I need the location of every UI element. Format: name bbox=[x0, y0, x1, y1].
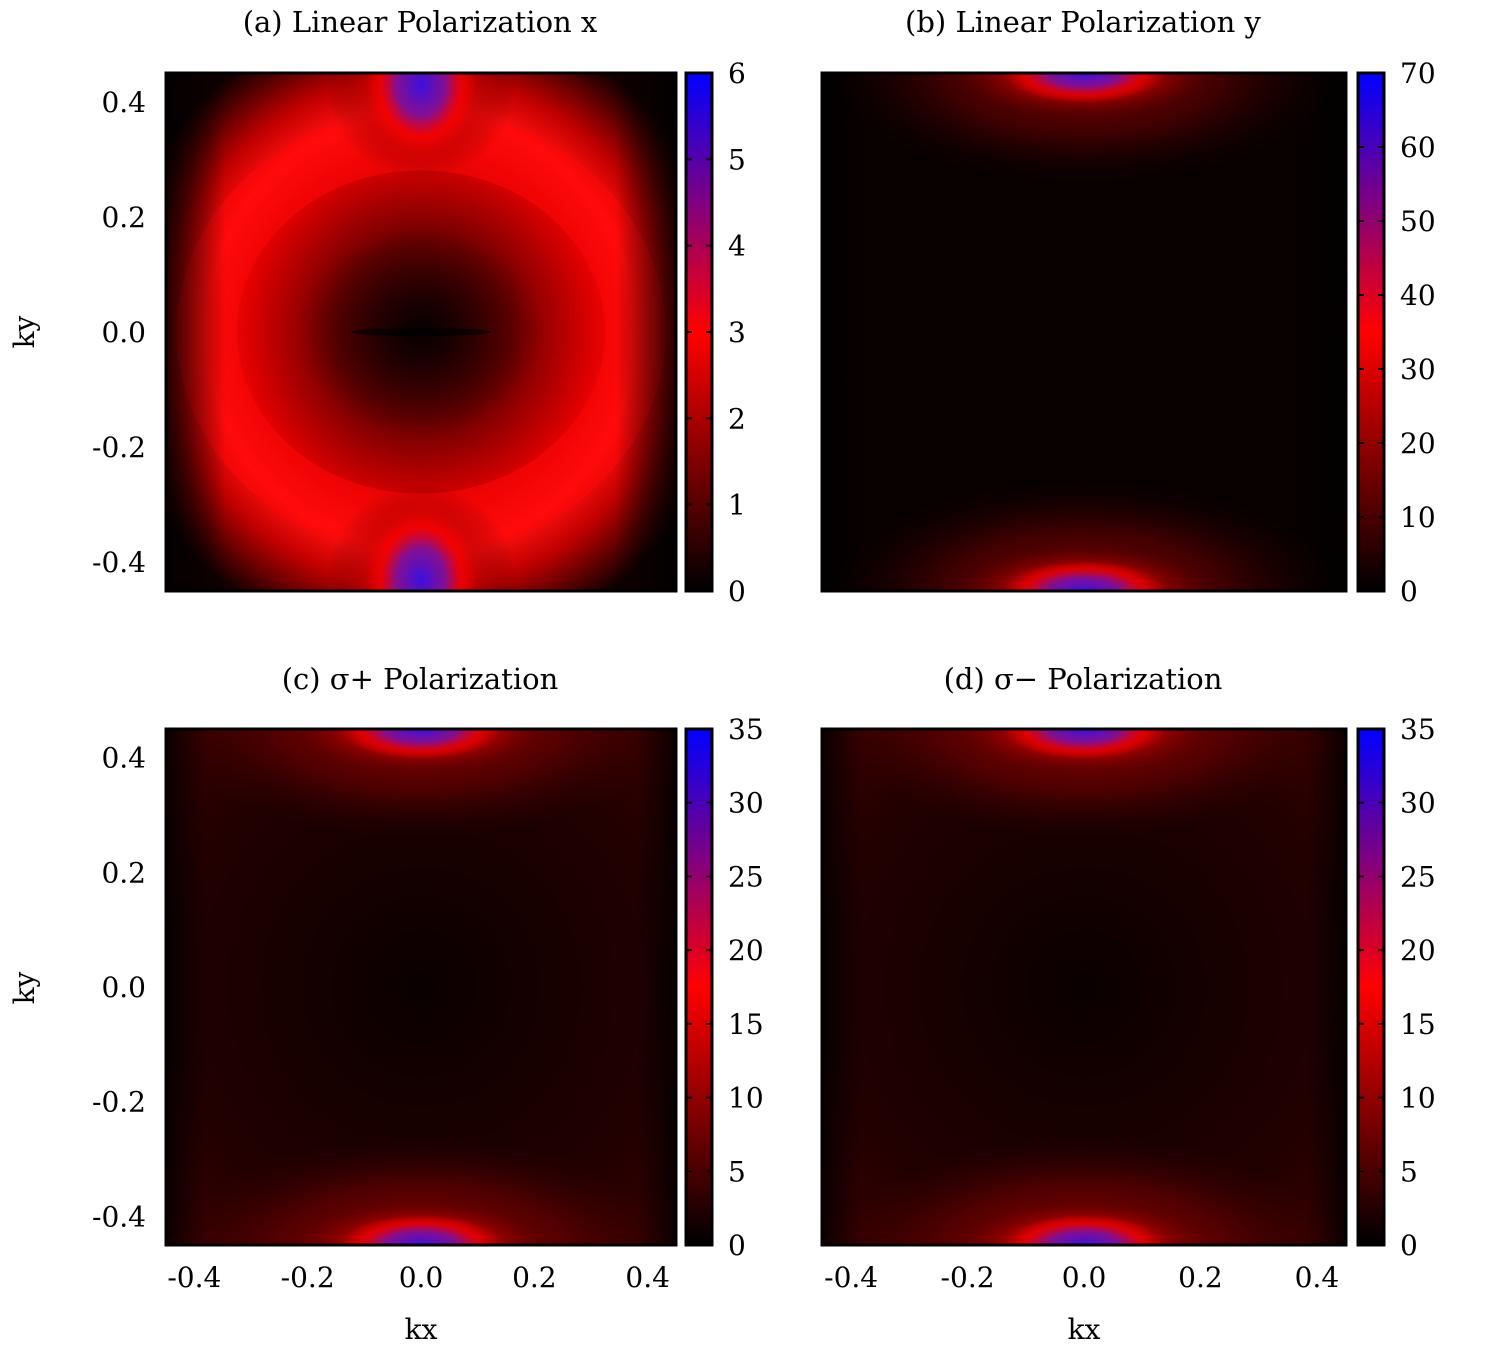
colorbar-tick-label: 30 bbox=[1400, 353, 1436, 386]
peak-glow bbox=[834, 729, 1334, 839]
plot-frame bbox=[820, 727, 1348, 1247]
colorbar-tick-label: 4 bbox=[728, 230, 746, 263]
x-tick-label: -0.4 bbox=[167, 1261, 221, 1294]
y-tick-label: 0.0 bbox=[101, 971, 146, 1004]
colorbar-tick-label: 0 bbox=[1400, 575, 1418, 608]
x-tick-label: -0.2 bbox=[281, 1261, 335, 1294]
colorbar-tick-label: 20 bbox=[1400, 427, 1436, 460]
y-tick-label: -0.2 bbox=[92, 431, 146, 464]
colorbar-tick-label: 60 bbox=[1400, 131, 1436, 164]
colorbar-tick-label: 0 bbox=[728, 1229, 746, 1262]
colorbar-tick-label: 0 bbox=[1400, 1229, 1418, 1262]
heatmap-panel-d: (d) σ− Polarization -0.4 -0.2 0.0 0.2 0.4 kx 0 5… bbox=[820, 662, 1436, 1346]
colorbar-tick-label: 2 bbox=[728, 402, 746, 435]
edge-shade-right bbox=[616, 73, 676, 591]
colorbar-tick-label: 25 bbox=[1400, 860, 1436, 893]
x-tick-label: 0.0 bbox=[1062, 1261, 1107, 1294]
peak-bottom bbox=[366, 509, 476, 591]
peak-glow bbox=[171, 1135, 671, 1245]
colorbar-tick-label: 15 bbox=[728, 1008, 764, 1041]
edge-shade-left bbox=[822, 729, 862, 1245]
colorbar-tick-label: 25 bbox=[728, 860, 764, 893]
center-line bbox=[351, 328, 491, 336]
plot-frame bbox=[164, 727, 678, 1247]
colorbar-tick-label: 6 bbox=[728, 57, 746, 90]
y-tick-label: 0.4 bbox=[101, 742, 146, 775]
colorbar-tick-label: 20 bbox=[728, 934, 764, 967]
peak-top bbox=[366, 73, 476, 155]
chart-title: (d) σ− Polarization bbox=[944, 662, 1223, 696]
colorbar-tick-label: 10 bbox=[1400, 501, 1436, 534]
chart-title: (c) σ+ Polarization bbox=[282, 662, 559, 696]
peak-glow bbox=[834, 73, 1334, 183]
edge-shade-left bbox=[166, 729, 206, 1245]
y-tick-label: 0.2 bbox=[101, 856, 146, 889]
x-axis-label: kx bbox=[1068, 1313, 1101, 1346]
y-axis-label: ky bbox=[8, 971, 41, 1004]
heatmap-image bbox=[166, 73, 676, 591]
x-tick-label: 0.4 bbox=[625, 1261, 670, 1294]
y-tick-label: 0.4 bbox=[101, 86, 146, 119]
y-tick-label: -0.2 bbox=[92, 1086, 146, 1119]
chart-title: (a) Linear Polarization x bbox=[243, 5, 598, 39]
colorbar-tick-label: 5 bbox=[1400, 1155, 1418, 1188]
colorbar-tick-label: 15 bbox=[1400, 1008, 1436, 1041]
colorbar-tick-label: 30 bbox=[1400, 787, 1436, 820]
y-tick-label: 0.0 bbox=[101, 316, 146, 349]
x-tick-label: 0.4 bbox=[1295, 1261, 1340, 1294]
x-tick-label: 0.2 bbox=[1178, 1261, 1223, 1294]
heatmap-image bbox=[166, 729, 676, 1245]
peak-bottom bbox=[1004, 1215, 1164, 1245]
colorbar-tick-label: 35 bbox=[728, 713, 764, 746]
colorbar-tick-label: 50 bbox=[1400, 205, 1436, 238]
heatmap-panel-b: (b) Linear Polarization y 0 10 20 30 40 50 60 70 bbox=[820, 5, 1436, 608]
colorbar bbox=[1356, 71, 1386, 593]
colorbar-tick-label: 40 bbox=[1400, 279, 1436, 312]
peak-top bbox=[1004, 73, 1164, 103]
heatmap-panel-c: (c) σ+ Polarization 0.4 0.2 0.0 -0.2 -0.4 ky -0… bbox=[8, 662, 764, 1346]
edge-shade-left bbox=[166, 73, 226, 591]
colorbar-tick-label: 10 bbox=[728, 1082, 764, 1115]
x-tick-label: 0.2 bbox=[512, 1261, 557, 1294]
peak-glow bbox=[171, 729, 671, 839]
colorbar-tick-label: 0 bbox=[728, 575, 746, 608]
colorbar-tick-label: 30 bbox=[728, 787, 764, 820]
colorbar-tick-label: 3 bbox=[728, 316, 746, 349]
y-tick-label: -0.4 bbox=[92, 546, 146, 579]
edge-shade-left bbox=[822, 73, 862, 591]
chart-title: (b) Linear Polarization y bbox=[905, 5, 1262, 39]
x-axis-label: kx bbox=[405, 1313, 438, 1346]
peak-top bbox=[1004, 729, 1164, 759]
colorbar-tick-label: 1 bbox=[728, 489, 746, 522]
peak-bottom bbox=[1004, 561, 1164, 591]
colorbar-tick-label: 5 bbox=[728, 1155, 746, 1188]
x-tick-label: -0.2 bbox=[941, 1261, 995, 1294]
y-tick-label: -0.4 bbox=[92, 1200, 146, 1233]
colorbar bbox=[1356, 727, 1386, 1247]
heatmap-image bbox=[822, 729, 1346, 1245]
colorbar bbox=[684, 727, 714, 1247]
colorbar-tick-label: 20 bbox=[1400, 934, 1436, 967]
peak-glow bbox=[834, 1135, 1334, 1245]
x-tick-label: -0.4 bbox=[824, 1261, 878, 1294]
peak-bottom bbox=[341, 1215, 501, 1245]
colorbar-tick-label: 10 bbox=[1400, 1082, 1436, 1115]
heatmap-panel-a: (a) Linear Polarization x 0.4 0.2 0.0 -0.2 -0… bbox=[8, 5, 746, 608]
edge-shade-right bbox=[1306, 73, 1346, 591]
edge-shade-right bbox=[636, 729, 676, 1245]
plot-frame bbox=[164, 71, 678, 593]
colorbar-tick-label: 5 bbox=[728, 143, 746, 176]
heatmap-image bbox=[822, 73, 1346, 591]
colorbar-tick-label: 70 bbox=[1400, 57, 1436, 90]
plot-frame bbox=[820, 71, 1348, 593]
y-tick-label: 0.2 bbox=[101, 201, 146, 234]
y-axis-label: ky bbox=[8, 315, 41, 348]
colorbar-tick-label: 35 bbox=[1400, 713, 1436, 746]
edge-shade-right bbox=[1306, 729, 1346, 1245]
peak-glow bbox=[834, 481, 1334, 591]
x-tick-label: 0.0 bbox=[399, 1261, 444, 1294]
peak-top bbox=[341, 729, 501, 759]
